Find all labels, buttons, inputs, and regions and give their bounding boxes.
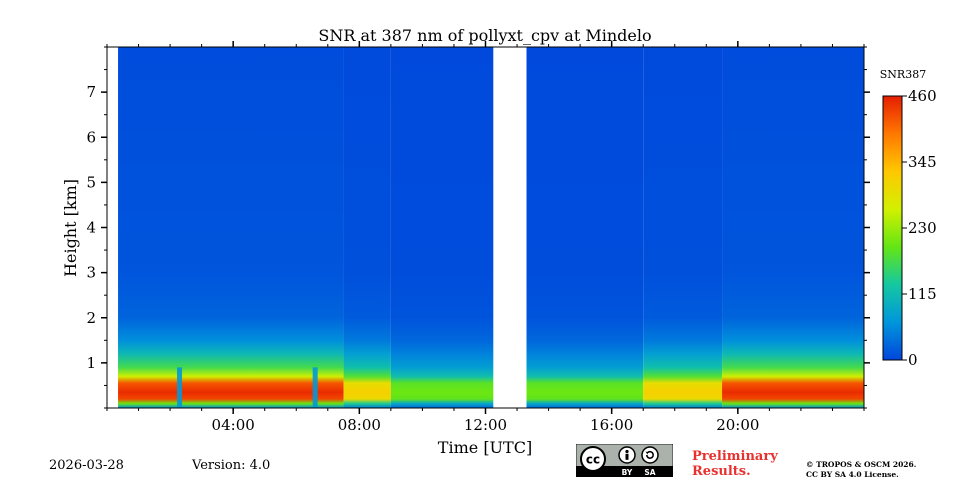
snr-period-0 [118, 47, 344, 408]
x-axis-ticks: 04:00 08:00 12:00 16:00 20:00 [106, 41, 865, 434]
colorbar-tick-label: 0 [908, 351, 918, 369]
preliminary-notice: Preliminary Results. [692, 449, 778, 479]
cc-by-text: BY [622, 468, 633, 477]
snr-period-4 [643, 47, 723, 408]
colorbar-tick-label: 230 [908, 219, 937, 237]
copyright-notice: © TROPOS & OSCM 2026. CC BY SA 4.0 Licen… [806, 460, 916, 480]
snr-period-5 [722, 47, 864, 408]
colorbar [882, 95, 903, 361]
sa-icon [641, 446, 659, 464]
copyright-line-1: © TROPOS & OSCM 2026. [806, 460, 917, 469]
copyright-line-2: CC BY SA 4.0 License. [806, 470, 899, 479]
cc-sa-text: SA [644, 468, 655, 477]
dropout-stripe-1 [312, 367, 318, 408]
colorbar-tick-label: 115 [908, 285, 937, 303]
preliminary-line-2: Results. [692, 464, 751, 479]
x-axis-label: Time [UTC] [438, 438, 532, 457]
colorbar-tick-label: 345 [908, 153, 937, 171]
footer-date: 2026-03-28 [49, 458, 124, 473]
x-tick-label: 08:00 [338, 416, 381, 434]
dropout-stripe-0 [177, 367, 183, 408]
chart-title: SNR at 387 nm of pollyxt_cpv at Mindelo [318, 26, 651, 45]
y-tick-label: 2 [86, 309, 96, 327]
x-tick-label: 20:00 [716, 416, 759, 434]
y-axis-ticks: 1 2 3 4 5 6 7 [86, 46, 870, 409]
y-tick-label: 6 [86, 128, 96, 146]
data-gap [493, 47, 527, 408]
svg-text:cc: cc [586, 453, 600, 467]
x-tick-label: 12:00 [464, 416, 507, 434]
snr-period-3 [526, 47, 644, 408]
colorbar-label: SNR387 [880, 68, 926, 81]
y-tick-label: 3 [86, 264, 96, 282]
preliminary-line-1: Preliminary [692, 449, 778, 464]
y-tick-label: 4 [86, 219, 96, 237]
y-axis-label: Height [km] [61, 179, 80, 277]
plot-area [107, 47, 864, 408]
footer-version: Version: 4.0 [192, 458, 271, 473]
y-tick-label: 1 [86, 354, 96, 372]
y-tick-label: 5 [86, 173, 96, 191]
colorbar-ticks: 0 115 230 345 460 [902, 87, 937, 369]
x-tick-label: 04:00 [212, 416, 255, 434]
y-tick-label: 7 [86, 83, 96, 101]
snr-period-2 [390, 47, 494, 408]
snr-period-1 [343, 47, 391, 408]
colorbar-tick-label: 460 [908, 87, 937, 105]
x-tick-label: 16:00 [590, 416, 633, 434]
cc-license-logo: cc BY SA [576, 444, 673, 477]
cc-icon [580, 446, 606, 472]
